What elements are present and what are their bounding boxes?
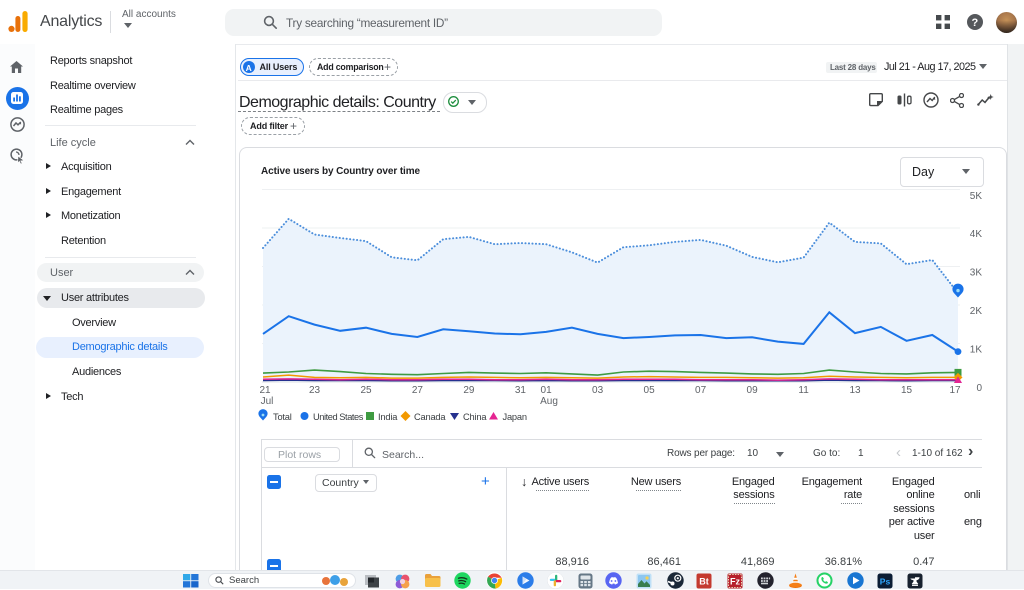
svg-text:03: 03	[592, 385, 604, 396]
svg-text:21: 21	[259, 385, 271, 396]
svg-text:29: 29	[463, 385, 475, 396]
svg-text:5K: 5K	[970, 191, 983, 202]
svg-text:2K: 2K	[970, 306, 983, 317]
svg-text:07: 07	[695, 385, 707, 396]
svg-text:Jul: Jul	[261, 396, 274, 407]
svg-text:Aug: Aug	[540, 396, 558, 407]
svg-text:India: India	[378, 412, 398, 422]
svg-text:09: 09	[747, 385, 759, 396]
svg-text:15: 15	[901, 385, 913, 396]
svg-text:United States: United States	[313, 412, 364, 422]
svg-text:Ps: Ps	[880, 576, 891, 586]
svg-text:23: 23	[309, 385, 321, 396]
svg-text:17: 17	[949, 385, 961, 396]
svg-text:13: 13	[849, 385, 861, 396]
svg-text:0: 0	[976, 383, 982, 394]
svg-text:Total: Total	[273, 412, 292, 422]
svg-text:27: 27	[412, 385, 424, 396]
svg-text:Bt: Bt	[699, 576, 709, 586]
svg-text:31: 31	[515, 385, 527, 396]
svg-text:Canada: Canada	[414, 412, 446, 422]
svg-text:China: China	[463, 412, 487, 422]
svg-text:Japan: Japan	[503, 412, 527, 422]
svg-text:25: 25	[360, 385, 372, 396]
svg-text:4K: 4K	[970, 229, 983, 240]
svg-text:11: 11	[798, 385, 809, 396]
svg-text:01: 01	[541, 385, 553, 396]
svg-text:1K: 1K	[970, 345, 983, 356]
svg-text:Fz: Fz	[730, 576, 740, 586]
svg-text:05: 05	[644, 385, 656, 396]
svg-text:3K: 3K	[970, 268, 983, 279]
